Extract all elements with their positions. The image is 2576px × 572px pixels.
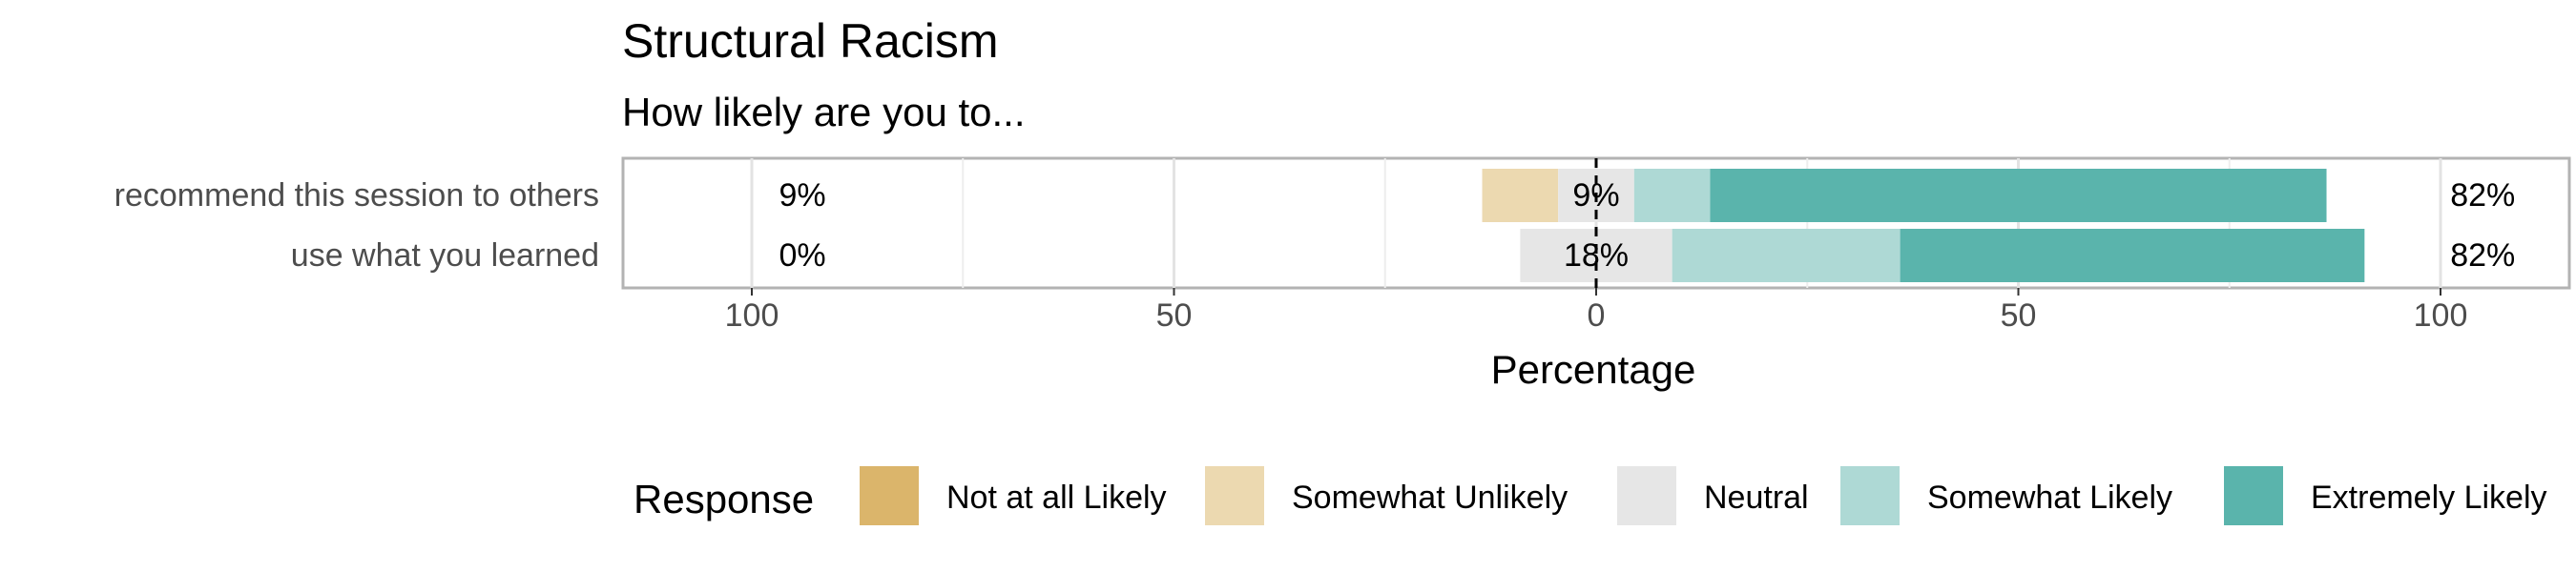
legend-label: Somewhat Likely bbox=[1927, 480, 2172, 516]
legend-label: Not at all Likely bbox=[946, 480, 1167, 516]
bar-segment bbox=[1633, 169, 1711, 222]
category-label: use what you learned bbox=[291, 237, 599, 274]
bar-segment bbox=[1520, 229, 1672, 282]
bar-segment bbox=[1482, 169, 1559, 222]
center-percent-label: 18% bbox=[1564, 237, 1629, 274]
legend-key bbox=[858, 464, 921, 527]
value-labels: 9% 9% 82% 0% 18% 82% bbox=[779, 177, 2516, 274]
right-percent-label: 82% bbox=[2450, 237, 2515, 274]
left-percent-label: 0% bbox=[779, 237, 826, 274]
category-label: recommend this session to others bbox=[114, 177, 599, 214]
x-axis-ticks: 100 50 0 50 100 bbox=[725, 288, 2468, 334]
legend-key bbox=[2222, 464, 2285, 527]
legend-title: Response bbox=[634, 477, 814, 521]
right-percent-label: 82% bbox=[2450, 177, 2515, 214]
legend-label: Extremely Likely bbox=[2311, 480, 2547, 516]
x-tick-label: 100 bbox=[725, 297, 779, 334]
chart-subtitle: How likely are you to... bbox=[622, 90, 1026, 134]
x-axis-title: Percentage bbox=[1491, 347, 1696, 392]
legend: Response Not at all Likely Somewhat Unlik… bbox=[634, 464, 2547, 527]
bar-segments bbox=[1482, 169, 2365, 282]
left-percent-label: 9% bbox=[779, 177, 826, 214]
x-tick-label: 0 bbox=[1588, 297, 1606, 334]
category-labels: recommend this session to others use what… bbox=[114, 177, 599, 274]
x-tick-label: 50 bbox=[1156, 297, 1193, 334]
legend-label: Neutral bbox=[1704, 480, 1809, 516]
legend-key bbox=[1203, 464, 1266, 527]
center-percent-label: 9% bbox=[1572, 177, 1619, 214]
chart-title: Structural Racism bbox=[622, 14, 999, 68]
x-tick-label: 50 bbox=[2001, 297, 2037, 334]
legend-key bbox=[1839, 464, 1901, 527]
bar-segment bbox=[1672, 229, 1901, 282]
bar-segment bbox=[1900, 229, 2365, 282]
legend-label: Somewhat Unlikely bbox=[1292, 480, 1568, 516]
x-tick-label: 100 bbox=[2414, 297, 2468, 334]
bar-segment bbox=[1710, 169, 2327, 222]
legend-key bbox=[1615, 464, 1678, 527]
